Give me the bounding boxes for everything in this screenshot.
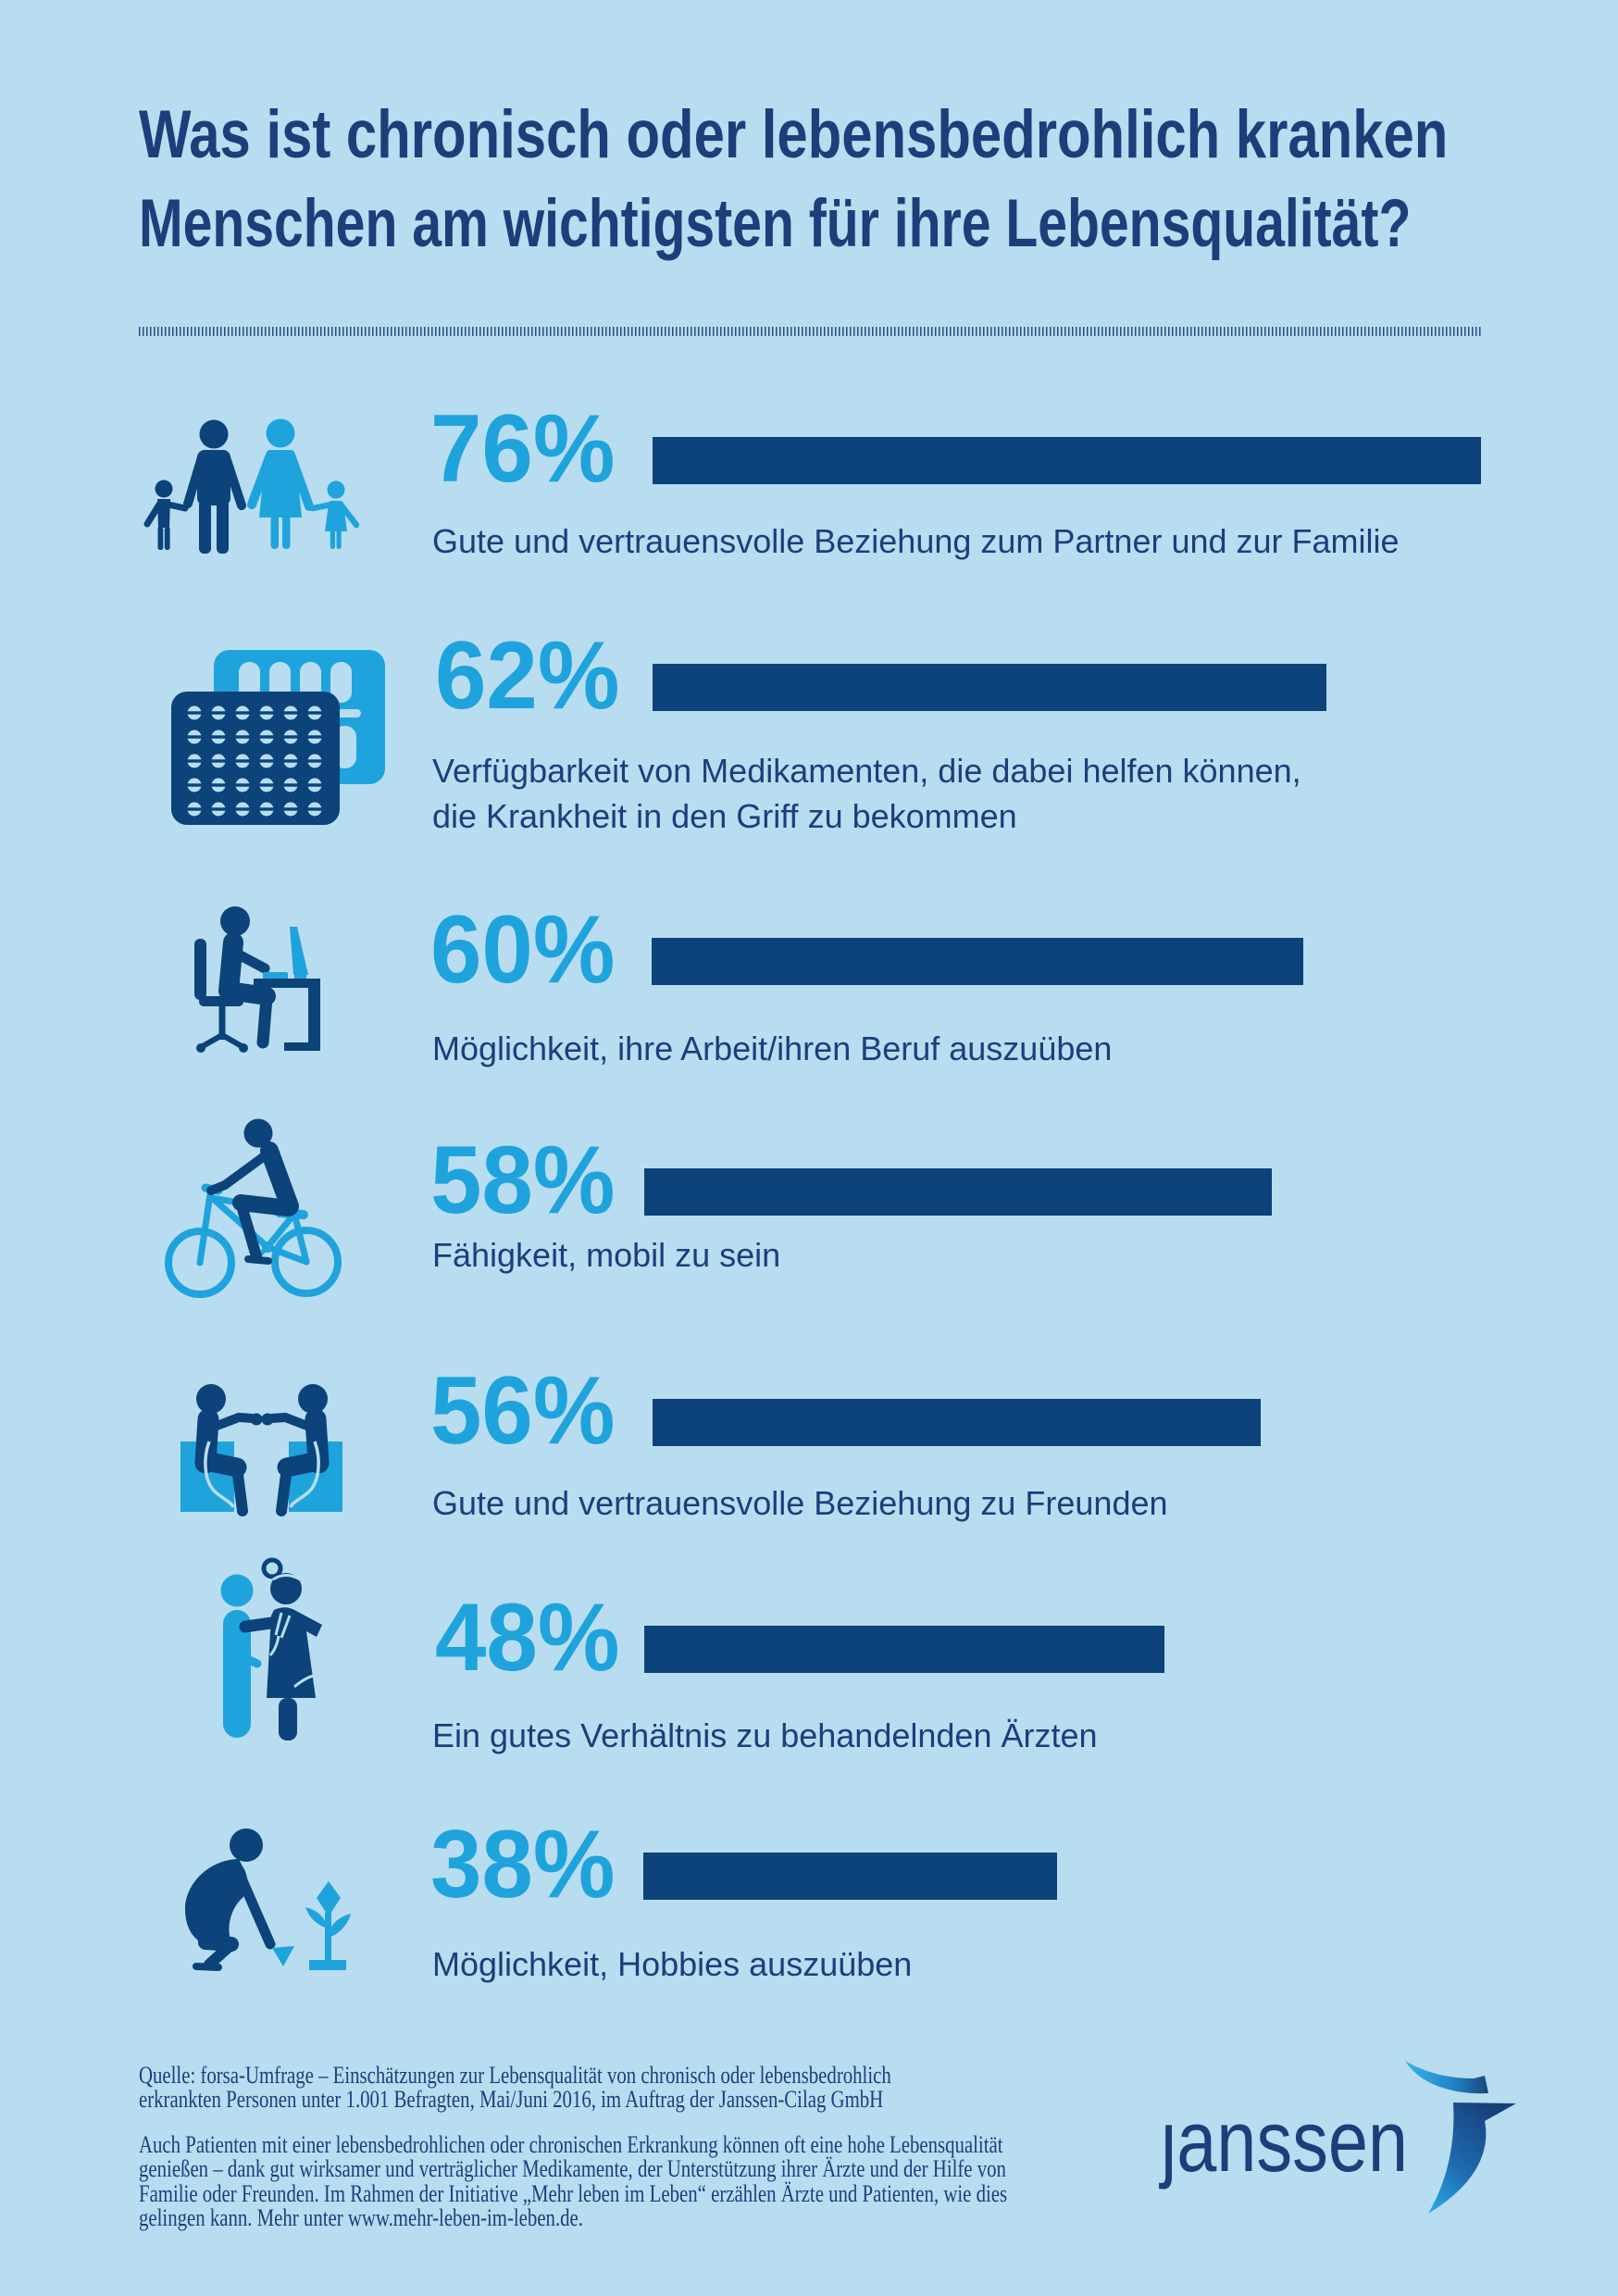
svg-text:janssen: janssen xyxy=(1159,2092,1408,2190)
